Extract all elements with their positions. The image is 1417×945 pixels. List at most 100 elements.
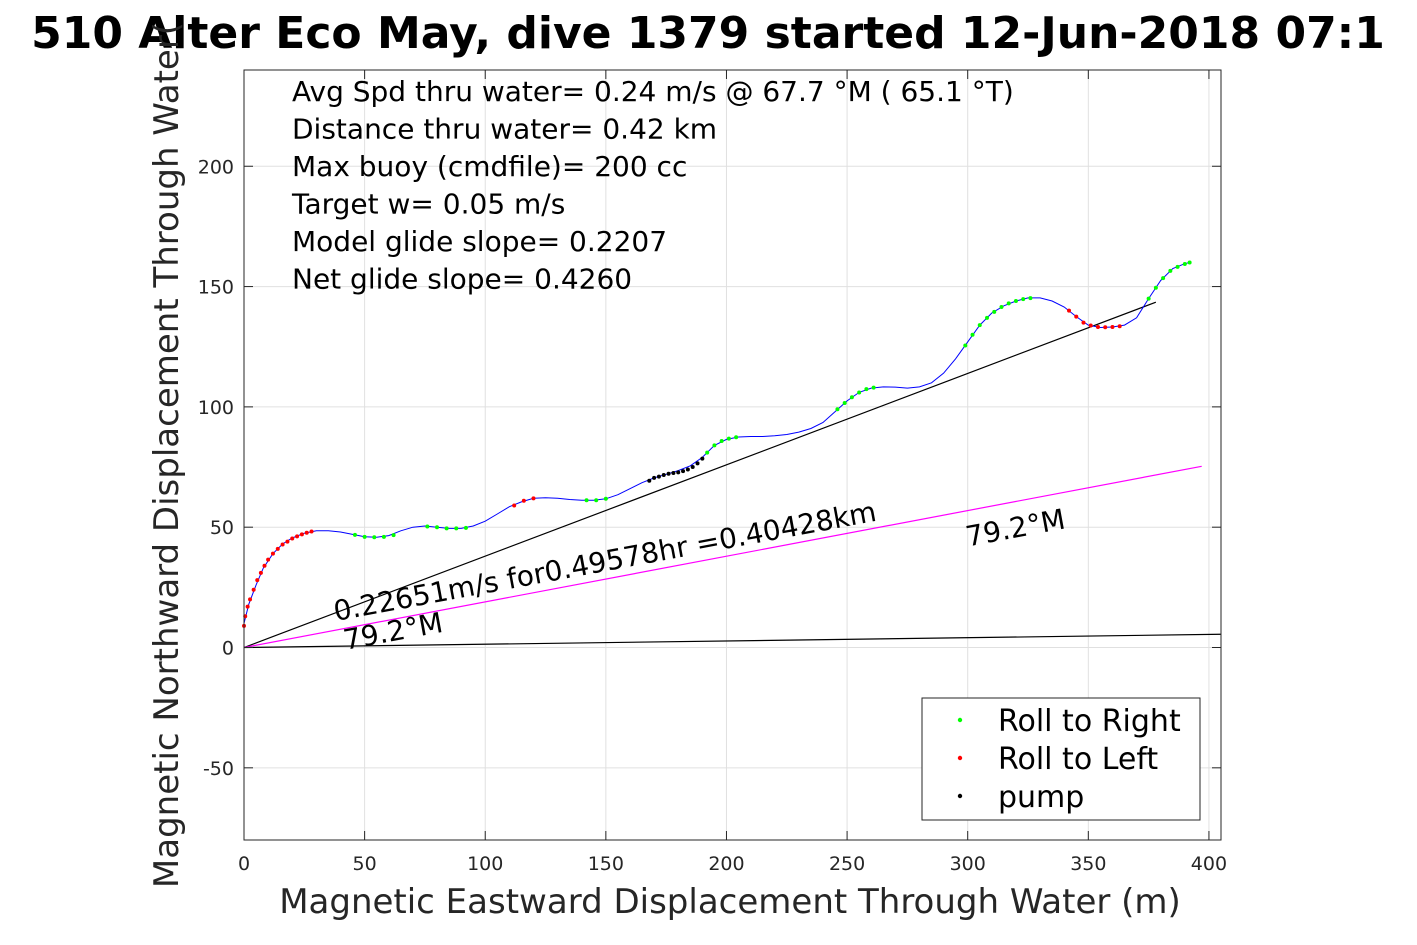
roll-to-right-point: [1006, 301, 1011, 306]
pump-point: [647, 478, 652, 483]
roll-to-right-point: [1021, 297, 1026, 302]
pump-point: [676, 470, 681, 475]
roll-to-right-point: [1153, 285, 1158, 290]
info-text-block: Avg Spd thru water= 0.24 m/s @ 67.7 °M (…: [291, 75, 1014, 296]
x-tick-label: 150: [588, 853, 624, 875]
y-tick-label: 200: [198, 156, 234, 178]
roll-to-left-point: [248, 597, 253, 602]
reference-line: [243, 633, 1222, 649]
roll-to-left-point: [262, 563, 267, 568]
roll-to-right-point: [584, 498, 589, 503]
pump-point: [666, 471, 671, 476]
roll-to-left-point: [251, 587, 256, 592]
reference-lines: [243, 301, 1222, 649]
pump-point: [661, 472, 666, 477]
pump-point: [695, 461, 700, 466]
roll-to-right-point: [977, 323, 982, 328]
pump-point: [671, 471, 676, 476]
roll-to-right-point: [391, 533, 396, 538]
roll-to-left-point: [275, 546, 280, 551]
plot-frame: [243, 69, 1222, 841]
roll-to-left-point: [1074, 314, 1079, 319]
roll-to-right-point: [857, 390, 862, 395]
y-tick-label: 0: [222, 638, 234, 660]
roll-to-right-point: [963, 343, 968, 348]
roll-to-right-point: [1168, 268, 1173, 273]
reference-line: [243, 465, 1202, 649]
legend-marker: [957, 755, 963, 761]
info-line: Net glide slope= 0.4260: [292, 263, 632, 296]
roll-to-left-point: [1117, 324, 1122, 329]
legend-marker: [957, 793, 963, 799]
x-tick-label: 0: [238, 853, 250, 875]
info-line: Target w= 0.05 m/s: [291, 188, 565, 221]
axis-ticks: 0 50 100 150 200 250 300 350 400 -50 0 50 100 150 200: [198, 70, 1227, 875]
x-axis-label: Magnetic Eastward Displacement Through W…: [279, 882, 1181, 922]
roll-to-right-point: [454, 526, 459, 531]
roll-to-right-point: [992, 309, 997, 314]
roll-to-left-point: [304, 530, 309, 535]
x-tick-label: 400: [1191, 853, 1227, 875]
roll-to-right-point: [849, 395, 854, 400]
pump-point: [681, 469, 686, 474]
roll-to-left-point: [1095, 324, 1100, 329]
x-tick-label: 250: [829, 853, 865, 875]
x-tick-label: 300: [950, 853, 986, 875]
y-tick-label: 100: [198, 397, 234, 419]
roll-to-right-point: [372, 535, 377, 540]
roll-to-right-point: [705, 450, 710, 455]
y-tick-label: -50: [203, 758, 234, 780]
roll-to-left-point: [258, 570, 263, 575]
roll-to-left-point: [1081, 320, 1086, 325]
roll-to-left-point: [1103, 325, 1108, 330]
pump-point: [656, 474, 661, 479]
y-axis-label: Magnetic Northward Displacement Through …: [147, 22, 187, 888]
roll-to-right-point: [985, 315, 990, 320]
roll-to-right-point: [1146, 296, 1151, 301]
roll-to-right-point: [970, 332, 975, 337]
info-line: Model glide slope= 0.2207: [292, 225, 667, 258]
roll-to-right-point: [603, 496, 608, 501]
roll-to-right-point: [1013, 299, 1018, 303]
roll-to-right-point: [434, 525, 439, 530]
legend-box: [921, 697, 1201, 821]
roll-to-right-point: [425, 524, 430, 529]
roll-to-left-point: [255, 578, 260, 583]
roll-to-left-point: [512, 503, 517, 508]
roll-to-right-point: [726, 436, 731, 441]
roll-to-right-point: [381, 534, 386, 539]
roll-to-left-point: [266, 557, 271, 562]
roll-to-right-point: [871, 385, 876, 390]
roll-to-left-point: [1088, 323, 1093, 328]
roll-to-left-point: [280, 542, 285, 547]
legend-entry: Roll to Right: [998, 704, 1181, 739]
legend-marker: [957, 717, 963, 723]
pump-point: [700, 456, 705, 461]
roll-to-right-point: [719, 439, 724, 444]
roll-to-left-point: [245, 604, 250, 609]
roll-to-right-point: [352, 532, 357, 537]
roll-to-right-point: [1187, 260, 1192, 265]
roll-to-right-point: [1161, 276, 1166, 281]
pump-point: [652, 475, 657, 480]
x-tick-label: 50: [353, 853, 377, 875]
roll-to-right-point: [864, 387, 869, 392]
info-line: Max buoy (cmdfile)= 200 cc: [292, 150, 687, 183]
roll-to-left-point: [1110, 324, 1115, 329]
roll-to-left-point: [295, 534, 300, 539]
roll-to-right-point: [835, 407, 840, 412]
roll-to-left-point: [521, 498, 526, 503]
reference-line: [243, 301, 1157, 649]
y-tick-label: 50: [210, 517, 234, 539]
roll-to-left-point: [1067, 308, 1072, 313]
roll-to-right-point: [1028, 296, 1033, 301]
roll-to-left-point: [299, 532, 304, 537]
x-tick-label: 100: [467, 853, 503, 875]
roll-to-right-point: [463, 525, 468, 530]
roll-to-left-point: [531, 496, 536, 501]
roll-to-left-point: [290, 536, 295, 541]
chart-title: 510 Alter Eco May, dive 1379 started 12-…: [31, 8, 1385, 59]
info-line: Avg Spd thru water= 0.24 m/s @ 67.7 °M (…: [292, 75, 1014, 108]
